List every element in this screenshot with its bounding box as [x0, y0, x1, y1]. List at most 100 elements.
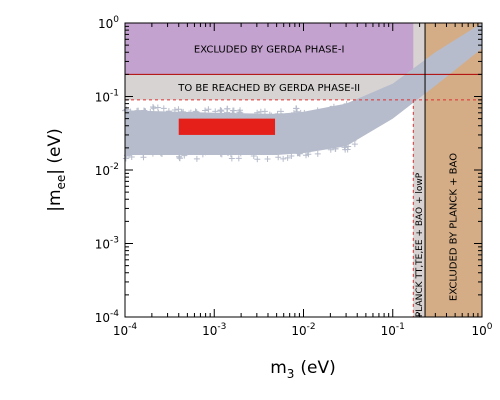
- scatter-point: [229, 110, 236, 117]
- scatter-point: [297, 109, 304, 116]
- scatter-point: [158, 150, 165, 157]
- scatter-point: [151, 148, 158, 155]
- scatter-point: [127, 108, 134, 115]
- scatter-point: [184, 148, 191, 155]
- scatter-point: [254, 156, 261, 163]
- highlight-region: [178, 118, 276, 135]
- scatter-point: [277, 148, 284, 155]
- y-axis-label: |mee| (eV): [45, 128, 68, 212]
- scatter-point: [202, 107, 209, 114]
- y-tick-label: 10-2: [95, 162, 119, 178]
- scatter-point: [237, 109, 244, 116]
- scatter-point: [257, 108, 264, 115]
- scatter-point: [133, 147, 140, 154]
- y-tick-label: 10-3: [95, 236, 119, 252]
- scatter-point: [237, 150, 244, 157]
- scatter-point: [150, 105, 157, 112]
- x-tick-label: 10-4: [113, 322, 138, 338]
- scatter-point: [128, 153, 135, 160]
- axis-ticks: 10-4 10-3 10-2 10-1 100 10-4 10-3 10-2 10-1 100: [95, 15, 493, 338]
- scatter-point: [314, 107, 321, 114]
- scatter-point: [218, 151, 225, 158]
- scatter-point: [314, 150, 321, 157]
- scatter-point: [227, 151, 234, 158]
- scatter-point: [171, 107, 178, 114]
- x-tick-label: 10-2: [291, 322, 315, 338]
- scatter-point: [290, 109, 297, 116]
- scatter-point: [122, 155, 129, 162]
- scatter-point: [192, 108, 199, 115]
- scatter-point: [178, 110, 185, 117]
- y-tick-label: 10-1: [95, 89, 119, 105]
- scatter-point: [176, 153, 183, 160]
- scatter-point: [224, 105, 231, 112]
- scatter-point: [290, 113, 297, 120]
- region-label-gerda-phase-1: EXCLUDED BY GERDA PHASE-I: [194, 45, 345, 56]
- scatter-point: [154, 104, 161, 111]
- scatter-point: [193, 155, 200, 162]
- scatter-point: [225, 150, 232, 157]
- scatter-point: [352, 135, 359, 142]
- scatter-point: [217, 107, 224, 114]
- scatter-point: [280, 155, 287, 162]
- scatter-point: [228, 148, 235, 155]
- scatter-point: [125, 152, 132, 159]
- region-label-gerda-phase-2: TO BE REACHED BY GERDA PHASE-II: [177, 83, 360, 94]
- region-label-planck-lowp: PLANCK TT,TE,EE + BAO + lowP: [415, 172, 425, 317]
- region-labels: EXCLUDED BY GERDA PHASE-I TO BE REACHED B…: [177, 45, 459, 317]
- scatter-point: [350, 99, 357, 106]
- scatter-point: [140, 154, 147, 161]
- scatter-point: [268, 112, 275, 119]
- scatter-point: [173, 112, 180, 119]
- scatter-point: [218, 108, 225, 115]
- scatter-point: [202, 149, 209, 156]
- scatter-point: [328, 105, 335, 112]
- scatter-point: [345, 143, 352, 150]
- scatter-point: [229, 107, 236, 114]
- x-axis-label: m3 (eV): [270, 358, 336, 381]
- scatter-point: [212, 108, 219, 115]
- x-tick-label: 100: [471, 322, 492, 338]
- scatter-point: [248, 113, 255, 120]
- scatter-point: [327, 146, 334, 153]
- scatter-point: [235, 155, 242, 162]
- scatter-point: [322, 108, 329, 115]
- y-tick-label: 100: [98, 15, 119, 31]
- scatter-point: [288, 152, 295, 159]
- scatter-point: [142, 111, 149, 118]
- scatter-point: [157, 150, 164, 157]
- scatter-point: [198, 113, 205, 120]
- scatter-point: [275, 154, 282, 161]
- scatter-point: [346, 137, 353, 144]
- x-tick-label: 10-3: [202, 322, 226, 338]
- scatter-point: [181, 152, 188, 159]
- reference-lines: [125, 23, 482, 317]
- scatter-point: [254, 109, 261, 116]
- scatter-point: [187, 109, 194, 116]
- scatter-point: [303, 152, 310, 159]
- scatter-point: [148, 111, 155, 118]
- scatter-point: [228, 155, 235, 162]
- scatter-point: [155, 109, 162, 116]
- scatter-point: [332, 145, 339, 152]
- scatter-point: [289, 146, 296, 153]
- x-tick-label: 10-1: [381, 322, 405, 338]
- region-3: [413, 23, 426, 317]
- y-tick-label: 10-4: [95, 309, 120, 325]
- scatter-point: [279, 113, 286, 120]
- scatter-point: [351, 141, 358, 148]
- scatter-point: [284, 154, 291, 161]
- scatter-point: [245, 148, 252, 155]
- scatter-point: [135, 107, 142, 114]
- scatter-point: [264, 155, 271, 162]
- scatter-point: [193, 109, 200, 116]
- scatter-point: [217, 150, 224, 157]
- scatter-point: [205, 106, 212, 113]
- scatter-point: [236, 109, 243, 116]
- scatter-point: [250, 152, 257, 159]
- scatter-point: [343, 100, 350, 107]
- scatter-point: [342, 146, 349, 153]
- region-label-planck-bao: EXCLUDED BY PLANCK + BAO: [449, 153, 460, 301]
- scatter-point: [175, 106, 182, 113]
